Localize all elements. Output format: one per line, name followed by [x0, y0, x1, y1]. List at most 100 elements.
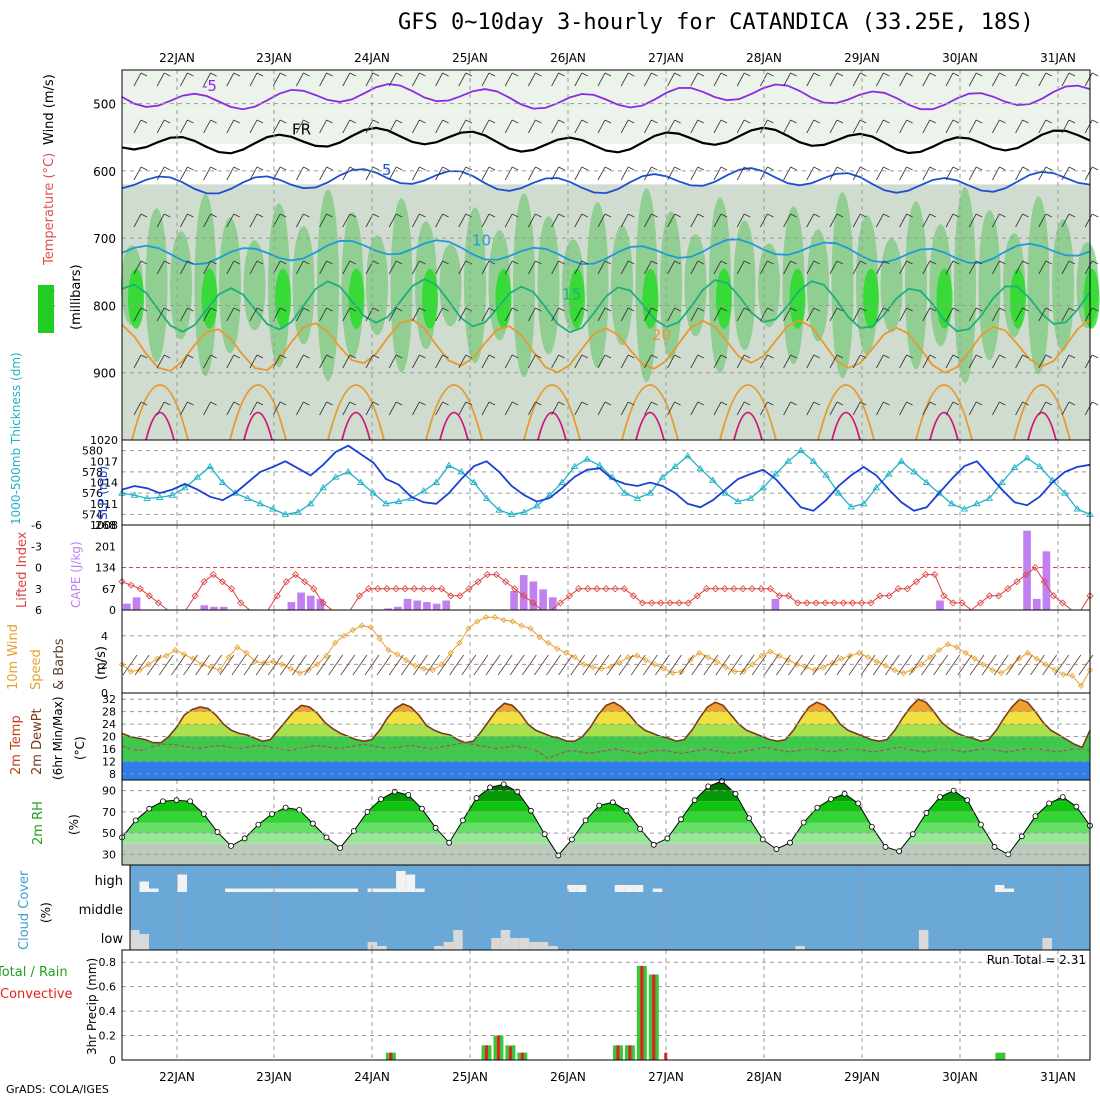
upper-wind-barb — [906, 213, 913, 218]
upper-wind-barb — [481, 166, 490, 181]
cape-bar — [200, 605, 209, 610]
date-label-bottom: 26JAN — [550, 1070, 586, 1084]
upper-wind-barb — [968, 119, 977, 134]
wind-speed-point — [935, 647, 943, 654]
upper-wind-barb — [442, 119, 449, 124]
rh-point — [228, 842, 234, 849]
upper-wind-barb — [226, 166, 235, 181]
upper-wind-barb — [922, 307, 931, 322]
upper-wind-barb — [690, 307, 699, 322]
rh-shade-moist — [586, 202, 609, 369]
thickness-point — [734, 497, 742, 505]
lifted-index-point — [949, 599, 957, 607]
upper-wind-barb — [488, 72, 496, 77]
thickness-axis-label: 1000-500mb Thickness (dm) — [9, 352, 23, 525]
upper-wind-barb — [674, 119, 681, 124]
isotherm-loop — [327, 384, 385, 441]
upper-wind-barb — [829, 354, 838, 369]
upper-wind-barb — [906, 166, 913, 171]
upper-wind-barb — [597, 213, 606, 228]
wind-speed-point — [189, 655, 197, 662]
upper-wind-barb — [829, 401, 838, 416]
upper-wind-barb — [860, 307, 867, 312]
dewpoint-line — [121, 741, 1091, 760]
upper-wind-barb — [790, 401, 797, 406]
upper-wind-barb — [458, 166, 467, 181]
upper-wind-barb — [372, 260, 380, 265]
upper-wind-barb — [644, 260, 652, 275]
rh-point — [1059, 794, 1066, 800]
surface-wind-barb — [364, 654, 380, 676]
upper-wind-barb — [528, 354, 536, 369]
rh-point — [1018, 833, 1025, 840]
upper-wind-barb — [133, 166, 142, 181]
isotherm-loop — [131, 384, 189, 441]
cloud-low-bar — [139, 934, 150, 950]
upper-wind-barb — [233, 166, 240, 171]
upper-wind-barb — [412, 260, 420, 275]
upper-wind-barb — [581, 119, 588, 124]
lifted-index-point — [529, 599, 537, 607]
rh-point — [746, 815, 753, 822]
wind-speed-point — [278, 661, 285, 668]
surface-wind-barb — [836, 654, 852, 676]
upper-wind-barb — [1022, 260, 1029, 265]
cape-bar — [287, 602, 296, 610]
rh-shade-moist — [611, 225, 633, 346]
upper-wind-barb — [674, 72, 681, 77]
upper-wind-barb — [604, 307, 612, 312]
upper-wind-barb — [187, 260, 194, 265]
surface-wind-barb — [969, 654, 985, 676]
upper-wind-barb — [349, 354, 356, 359]
upper-wind-barb — [512, 307, 519, 312]
upper-wind-barb — [272, 354, 281, 369]
upper-wind-barb — [574, 119, 583, 134]
upper-wind-barb — [922, 166, 931, 181]
rh-shade-moist — [905, 201, 927, 370]
cloud-low-bar — [918, 930, 929, 950]
wind10m-units: (m/s) — [94, 646, 109, 680]
upper-wind-barb — [412, 354, 420, 369]
upper-wind-barb — [952, 307, 960, 312]
upper-wind-barb — [535, 401, 542, 406]
isotherm-loop — [635, 411, 665, 441]
upper-wind-barb — [906, 260, 913, 265]
upper-wind-barb — [504, 166, 513, 181]
upper-wind-barb — [342, 119, 351, 134]
wind10m-label-b: Speed — [29, 649, 44, 690]
upper-wind-barb — [442, 213, 449, 218]
upper-wind-barb — [674, 354, 681, 359]
precip-tick-label: 0.6 — [99, 981, 117, 994]
precip-run-total: Run Total = 2.31 — [987, 953, 1086, 967]
upper-wind-barb — [1061, 307, 1070, 322]
wind-speed-point — [296, 669, 303, 677]
upper-wind-barb — [929, 119, 936, 124]
upper-wind-barb — [140, 213, 148, 218]
wind-speed-point — [722, 664, 729, 671]
upper-wind-barb — [922, 119, 931, 134]
rh-point — [637, 825, 643, 832]
upper-wind-barb — [551, 401, 559, 416]
upper-wind-barb — [458, 401, 467, 416]
precip-tick-label: 0.2 — [99, 1030, 117, 1043]
upper-wind-barb — [226, 354, 235, 369]
upper-wind-barb — [1015, 213, 1023, 228]
isotherm-line — [121, 83, 1091, 111]
upper-wind-barb — [836, 354, 844, 359]
rh-shade-moist — [880, 238, 903, 333]
upper-wind-barb — [210, 213, 217, 218]
upper-wind-barb — [736, 119, 745, 134]
rh-band — [122, 822, 1090, 834]
lifted-index-point — [766, 585, 774, 593]
isotherm-loop — [1027, 411, 1057, 441]
upper-wind-barb — [620, 260, 629, 275]
thickness-point — [294, 508, 302, 515]
upper-wind-barb — [535, 72, 542, 77]
isotherm-loop — [1013, 384, 1071, 441]
isotherm-label: 10 — [472, 232, 491, 250]
upper-wind-barb — [164, 166, 171, 171]
surface-wind-barb — [582, 654, 598, 676]
lifted-index-point — [794, 599, 802, 607]
upper-wind-barb — [249, 401, 258, 416]
